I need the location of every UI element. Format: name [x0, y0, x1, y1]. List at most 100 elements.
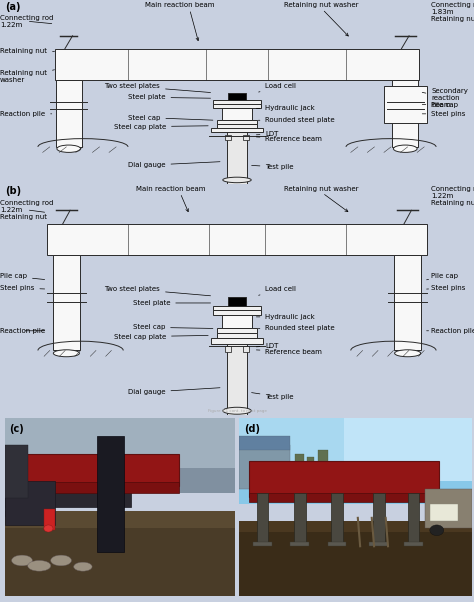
Bar: [344, 418, 472, 480]
Bar: [239, 525, 472, 596]
Ellipse shape: [223, 177, 251, 182]
Bar: [328, 542, 346, 546]
Text: (b): (b): [5, 186, 21, 196]
Bar: [5, 454, 46, 516]
Text: Test pile: Test pile: [252, 393, 294, 400]
Bar: [373, 493, 384, 543]
Bar: [394, 255, 421, 350]
Bar: [291, 542, 309, 546]
Bar: [213, 100, 261, 104]
Text: Pile cap: Pile cap: [422, 102, 458, 108]
Text: (d): (d): [244, 424, 260, 433]
Text: Steel plate: Steel plate: [133, 300, 210, 306]
Bar: [384, 86, 427, 123]
Text: (a): (a): [5, 2, 20, 12]
Bar: [239, 436, 291, 450]
Bar: [213, 306, 261, 311]
Text: Hydraulic jack: Hydraulic jack: [256, 314, 315, 320]
Text: Load cell: Load cell: [259, 286, 296, 295]
Text: Steel pins: Steel pins: [422, 111, 466, 117]
Bar: [430, 504, 458, 521]
Bar: [369, 542, 388, 546]
Text: Steel pins: Steel pins: [0, 285, 45, 291]
Bar: [295, 454, 304, 489]
Text: Steel cap plate: Steel cap plate: [114, 334, 208, 340]
Bar: [5, 418, 235, 493]
Text: Steel pins: Steel pins: [427, 285, 466, 291]
Bar: [23, 454, 180, 486]
Text: Pile cap: Pile cap: [427, 273, 458, 280]
Text: Retaining nut washer: Retaining nut washer: [284, 186, 359, 192]
Bar: [23, 482, 180, 493]
Bar: [239, 418, 472, 504]
Bar: [55, 49, 419, 80]
Bar: [228, 297, 246, 306]
Ellipse shape: [28, 560, 51, 571]
Bar: [404, 542, 423, 546]
Ellipse shape: [73, 562, 92, 571]
Text: Retaining nut: Retaining nut: [0, 48, 55, 54]
Bar: [239, 445, 291, 489]
Text: Load cell: Load cell: [259, 83, 296, 92]
Bar: [239, 418, 472, 468]
Text: Two steel plates: Two steel plates: [104, 83, 210, 93]
Bar: [5, 445, 27, 498]
Text: Hydraulic jack: Hydraulic jack: [256, 105, 315, 111]
Ellipse shape: [223, 408, 251, 414]
Text: Two steel plates: Two steel plates: [104, 286, 210, 296]
Text: LDT: LDT: [256, 131, 279, 137]
Ellipse shape: [44, 525, 53, 532]
Ellipse shape: [430, 525, 444, 536]
Bar: [5, 454, 131, 507]
Bar: [44, 509, 55, 530]
Text: Steel plate: Steel plate: [128, 95, 210, 101]
Bar: [217, 328, 257, 333]
Text: Connecting rod
1.22m
Retaining nut: Connecting rod 1.22m Retaining nut: [431, 186, 474, 206]
Bar: [425, 489, 472, 529]
Text: LDT: LDT: [256, 343, 279, 349]
Bar: [222, 108, 252, 120]
Text: Dial gauge: Dial gauge: [128, 388, 220, 395]
Text: Figure 4.1 cont. to next page: Figure 4.1 cont. to next page: [208, 409, 266, 413]
Bar: [225, 135, 231, 140]
Bar: [47, 224, 427, 255]
Text: Dial gauge: Dial gauge: [128, 162, 220, 168]
Text: Steel cap: Steel cap: [133, 324, 213, 330]
Bar: [253, 542, 272, 546]
Bar: [257, 493, 268, 543]
Text: Reaction pile: Reaction pile: [0, 327, 45, 334]
Ellipse shape: [393, 145, 417, 152]
Text: Retaining nut washer: Retaining nut washer: [284, 2, 359, 8]
Text: Connecting rod
1.22m: Connecting rod 1.22m: [0, 14, 54, 28]
Ellipse shape: [394, 350, 421, 357]
Bar: [211, 128, 263, 132]
Text: Reference beam: Reference beam: [256, 349, 322, 355]
Bar: [228, 93, 246, 100]
Bar: [222, 315, 252, 328]
Text: Pile cap: Pile cap: [0, 273, 45, 279]
Text: Main reaction beam: Main reaction beam: [146, 2, 215, 8]
Text: Secondary
reaction
beam: Secondary reaction beam: [422, 88, 468, 108]
Bar: [217, 123, 257, 128]
Bar: [97, 436, 124, 551]
Bar: [217, 333, 257, 338]
Text: Connecting rod
1.83m
Retaining nut: Connecting rod 1.83m Retaining nut: [431, 2, 474, 22]
Bar: [5, 510, 235, 529]
Text: Connecting rod
1.22m
Retaining nut: Connecting rod 1.22m Retaining nut: [0, 200, 54, 220]
Bar: [56, 80, 82, 147]
Text: (c): (c): [9, 424, 24, 433]
Text: Rounded steel plate: Rounded steel plate: [258, 326, 335, 332]
Bar: [5, 480, 55, 525]
Text: Steel cap: Steel cap: [128, 114, 213, 120]
Ellipse shape: [53, 350, 79, 357]
Text: Rounded steel plate: Rounded steel plate: [258, 117, 335, 123]
Text: Retaining nut
washer: Retaining nut washer: [0, 70, 55, 82]
Bar: [227, 132, 247, 184]
Bar: [249, 493, 439, 502]
Bar: [243, 135, 249, 140]
Bar: [211, 338, 263, 344]
Bar: [213, 104, 261, 108]
Text: Reference beam: Reference beam: [256, 135, 322, 141]
Bar: [225, 346, 231, 352]
Ellipse shape: [12, 555, 32, 566]
